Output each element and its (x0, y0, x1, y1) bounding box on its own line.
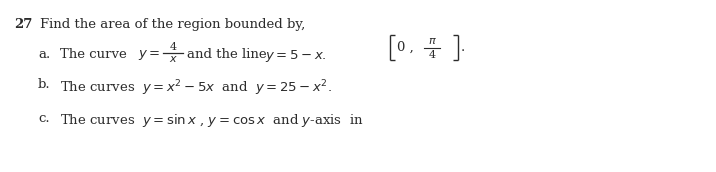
Text: The curve: The curve (60, 48, 127, 61)
Text: a.: a. (38, 48, 50, 61)
Text: The curves  $y=\sin x$ , $y=\cos x$  and $y$-axis  in: The curves $y=\sin x$ , $y=\cos x$ and $… (60, 112, 364, 129)
Text: The curves  $y=x^2-5x$  and  $y=25-x^2.$: The curves $y=x^2-5x$ and $y=25-x^2.$ (60, 78, 332, 98)
Text: $\pi$: $\pi$ (427, 36, 437, 46)
Text: b.: b. (38, 78, 51, 91)
Text: 27: 27 (14, 18, 32, 31)
Text: 4: 4 (170, 42, 177, 52)
Text: $x$: $x$ (168, 54, 178, 64)
Text: $y=5-x.$: $y=5-x.$ (265, 48, 326, 64)
Text: 0 ,: 0 , (397, 41, 414, 54)
Text: c.: c. (38, 112, 49, 125)
Text: and the line: and the line (187, 48, 266, 61)
Text: $y=$: $y=$ (138, 48, 160, 62)
Text: .: . (461, 41, 465, 54)
Text: Find the area of the region bounded by,: Find the area of the region bounded by, (40, 18, 305, 31)
Text: 4: 4 (428, 50, 435, 60)
